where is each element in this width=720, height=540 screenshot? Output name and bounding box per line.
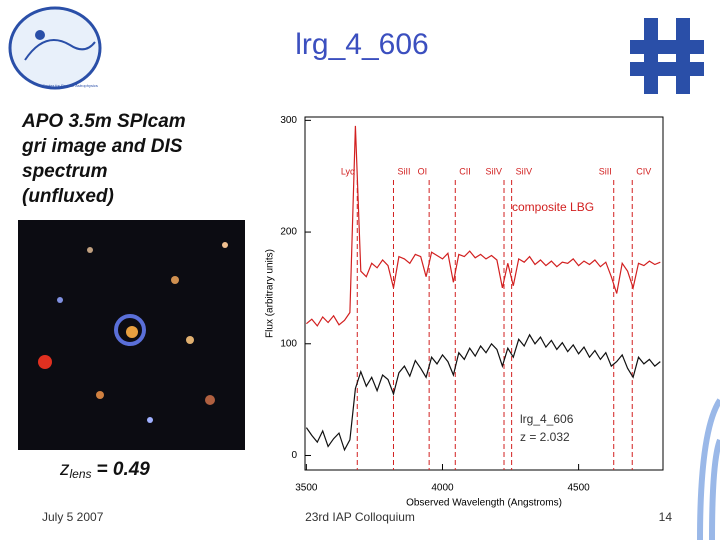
- feature-label: SiII: [599, 166, 612, 176]
- caption: APO 3.5m SPIcam gri image and DIS spectrum…: [21, 111, 186, 207]
- y-tick-label: 300: [280, 115, 297, 126]
- sky-image: [18, 220, 245, 450]
- y-axis-label: Flux (arbitrary units): [265, 249, 276, 338]
- caption-line: (unfluxed): [22, 186, 114, 207]
- plot-frame: [304, 116, 664, 471]
- z-subscript: lens: [70, 467, 92, 481]
- annotation: lrg_4_606: [520, 412, 574, 426]
- caption-line: APO 3.5m SPIcam: [21, 111, 186, 132]
- feature-label: SiIV: [516, 166, 533, 176]
- slide-title: lrg_4_606: [295, 28, 428, 61]
- z-value: = 0.49: [97, 459, 151, 480]
- caption-line: spectrum: [22, 161, 108, 182]
- feature-label: OI: [418, 166, 428, 176]
- fermilab-logo: [630, 18, 704, 94]
- cpa-logo: Center for Particle Astrophysics: [8, 6, 102, 90]
- logo-text: Center for Particle Astrophysics: [42, 83, 98, 88]
- series-line: [305, 333, 661, 452]
- y-tick-label: 100: [280, 338, 297, 349]
- x-tick-label: 3500: [295, 483, 318, 494]
- footer-event: 23rd IAP Colloquium: [305, 510, 415, 524]
- series-line: [306, 125, 661, 327]
- y-tick-label: 0: [291, 450, 297, 461]
- annotation: z = 2.032: [520, 430, 570, 444]
- feature-label: SiII: [397, 166, 410, 176]
- spectrum-chart: 0 100 200 300 3500 4000 4500 Observed Wavelengt…: [265, 115, 664, 509]
- y-tick-label: 200: [280, 227, 297, 238]
- z-lens: zlens = 0.49: [59, 459, 150, 481]
- x-tick-label: 4000: [431, 483, 454, 494]
- feature-label: CIV: [636, 166, 651, 176]
- x-tick-label: 4500: [567, 483, 590, 494]
- caption-line: gri image and DIS: [21, 136, 183, 157]
- z-symbol: z: [59, 459, 70, 480]
- feature-label: CII: [459, 166, 471, 176]
- feature-label: Lyα: [341, 166, 355, 176]
- page-number: 14: [659, 510, 673, 524]
- feature-label: SiIV: [485, 166, 502, 176]
- corner-decoration: [697, 398, 720, 540]
- x-axis-label: Observed Wavelength (Angstroms): [406, 498, 562, 509]
- footer-date: July 5 2007: [42, 510, 104, 524]
- annotation: composite LBG: [512, 200, 594, 214]
